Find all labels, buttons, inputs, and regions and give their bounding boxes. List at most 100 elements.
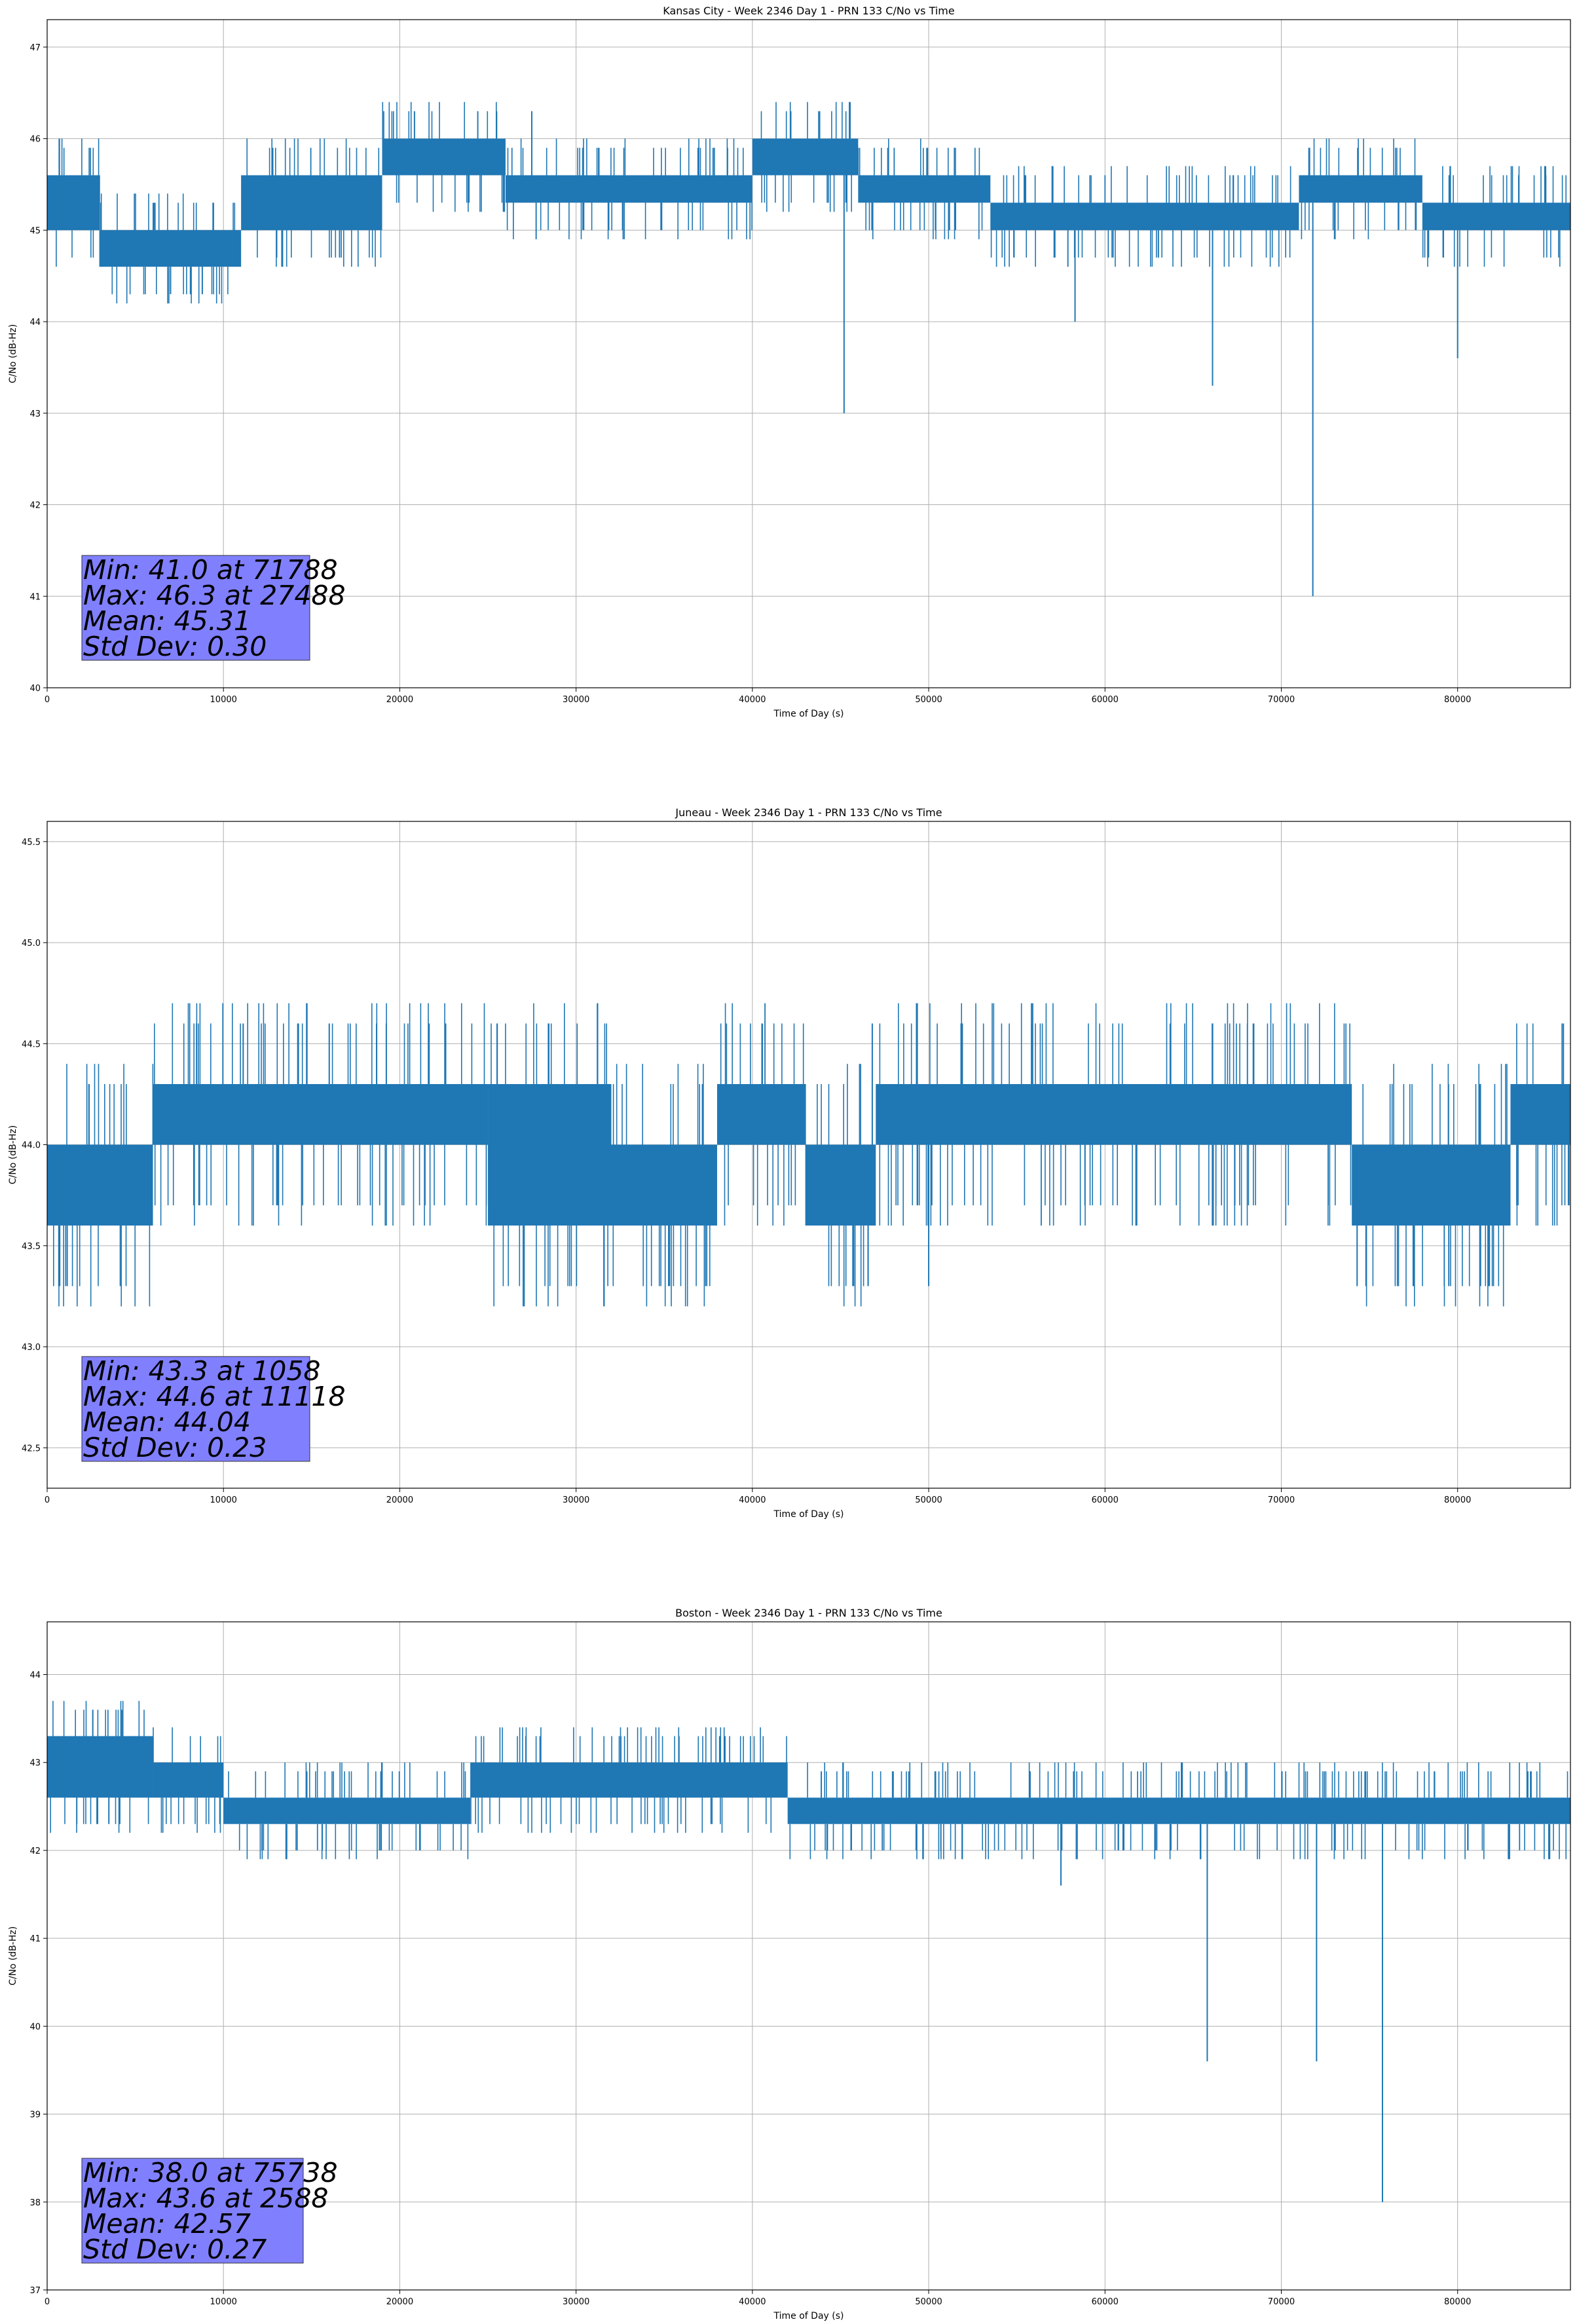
data-trace xyxy=(1362,1064,1508,1307)
y-axis-label: C/No (dB-Hz) xyxy=(8,324,18,383)
y-axis-label: C/No (dB-Hz) xyxy=(8,1125,18,1184)
x-tick-label: 40000 xyxy=(739,2297,766,2307)
stats-line: Max: 43.6 at 2588 xyxy=(83,2183,329,2214)
x-tick-label: 10000 xyxy=(210,695,237,705)
series-cno xyxy=(47,1700,1570,2202)
x-tick-label: 0 xyxy=(45,1495,50,1505)
x-tick-label: 20000 xyxy=(386,2297,413,2307)
data-trace xyxy=(491,1003,608,1307)
data-band xyxy=(382,138,506,176)
axes-frame xyxy=(46,19,1571,688)
x-tick-label: 70000 xyxy=(1268,1495,1295,1505)
data-band xyxy=(488,1084,612,1226)
data-band xyxy=(787,1797,1570,1824)
y-axis-label: C/No (dB-Hz) xyxy=(8,1926,18,1985)
data-trace xyxy=(56,138,101,267)
data-trace xyxy=(382,102,506,212)
data-trace xyxy=(228,1762,469,1860)
y-tick-label: 40 xyxy=(29,2022,41,2032)
data-band xyxy=(717,1084,806,1145)
data-band xyxy=(470,1762,788,1798)
chart-title: Kansas City - Week 2346 Day 1 - PRN 133 … xyxy=(663,5,954,17)
series-cno xyxy=(47,102,1570,597)
x-tick-label: 30000 xyxy=(563,1495,589,1505)
y-tick-label: 46 xyxy=(29,135,41,145)
x-tick-label: 70000 xyxy=(1268,2297,1295,2307)
y-tick-label: 44.5 xyxy=(22,1040,41,1049)
stats-line: Min: 43.3 at 1058 xyxy=(83,1355,321,1387)
data-band xyxy=(611,1144,718,1226)
data-trace xyxy=(760,102,852,212)
data-band xyxy=(876,1084,1352,1145)
x-tick-label: 80000 xyxy=(1444,2297,1471,2307)
x-tick-label: 70000 xyxy=(1268,695,1295,705)
data-band xyxy=(223,1797,471,1824)
data-trace xyxy=(789,1762,1568,1860)
data-trace xyxy=(990,166,1291,267)
y-tick-label: 47 xyxy=(29,43,41,53)
data-band xyxy=(752,138,859,176)
y-tick-label: 41 xyxy=(29,1934,41,1944)
data-band xyxy=(505,175,752,203)
x-tick-label: 50000 xyxy=(915,695,942,705)
data-trace xyxy=(100,193,236,304)
x-tick-label: 60000 xyxy=(1092,1495,1119,1505)
axes-frame xyxy=(46,1621,1571,2291)
chart-panel-3: 0 10000 20000 30000 40000 50000 60000 70000 8000… xyxy=(8,1607,1571,2321)
data-trace xyxy=(246,138,382,267)
y-tick-label: 45 xyxy=(29,226,41,236)
x-tick-label: 20000 xyxy=(386,1495,413,1505)
x-tick-label: 80000 xyxy=(1444,695,1471,705)
y-tick-label: 43 xyxy=(29,1759,41,1769)
x-axis-label: Time of Day (s) xyxy=(773,709,844,719)
y-tick-label: 44 xyxy=(29,1671,41,1681)
data-band xyxy=(1510,1084,1570,1145)
x-tick-label: 20000 xyxy=(386,695,413,705)
y-tick-label: 41 xyxy=(29,592,41,602)
y-tick-label: 43 xyxy=(29,409,41,419)
x-tick-label: 0 xyxy=(45,695,50,705)
data-trace xyxy=(154,1003,487,1226)
y-tick-label: 44 xyxy=(29,318,41,328)
stats-line: Max: 44.6 at 11118 xyxy=(83,1381,346,1412)
data-band xyxy=(1422,202,1570,231)
data-trace xyxy=(879,1003,1352,1226)
stats-box-background xyxy=(81,1356,310,1462)
stats-line: Mean: 42.57 xyxy=(83,2208,251,2240)
y-tick-label: 39 xyxy=(29,2110,41,2120)
x-axis-label: Time of Day (s) xyxy=(773,2311,844,2321)
stats-line: Min: 38.0 at 75738 xyxy=(83,2157,338,2188)
data-band xyxy=(153,1084,489,1145)
data-trace xyxy=(153,1727,221,1833)
y-tick-label: 42 xyxy=(29,501,41,511)
data-trace xyxy=(53,1064,154,1307)
data-band xyxy=(1352,1144,1511,1226)
stats-line: Max: 46.3 at 27488 xyxy=(83,580,346,611)
data-band xyxy=(241,175,382,231)
y-tick-label: 43.0 xyxy=(22,1343,41,1353)
x-tick-label: 40000 xyxy=(739,695,766,705)
y-tick-label: 45.0 xyxy=(22,939,41,948)
x-tick-label: 30000 xyxy=(563,2297,589,2307)
data-band xyxy=(100,230,242,267)
stats-line: Std Dev: 0.27 xyxy=(83,2234,267,2265)
stats-box-background xyxy=(81,555,310,661)
y-tick-label: 40 xyxy=(29,684,41,694)
x-tick-label: 80000 xyxy=(1444,1495,1471,1505)
data-trace xyxy=(50,1700,149,1833)
x-tick-label: 50000 xyxy=(915,1495,942,1505)
stats-line: Std Dev: 0.23 xyxy=(83,1432,267,1463)
stats-box-background xyxy=(81,2158,304,2264)
x-tick-label: 60000 xyxy=(1092,2297,1119,2307)
data-trace xyxy=(720,1003,804,1226)
chart-panel-2: 0 10000 20000 30000 40000 50000 60000 70000 8000… xyxy=(8,806,1571,1520)
data-trace xyxy=(470,1727,787,1833)
chart-title: Boston - Week 2346 Day 1 - PRN 133 C/No … xyxy=(675,1607,942,1619)
chart-title: Juneau - Week 2346 Day 1 - PRN 133 C/No … xyxy=(675,806,942,819)
data-trace xyxy=(1422,166,1567,267)
data-band xyxy=(47,175,100,231)
data-band xyxy=(47,1144,153,1226)
x-tick-label: 10000 xyxy=(210,1495,237,1505)
